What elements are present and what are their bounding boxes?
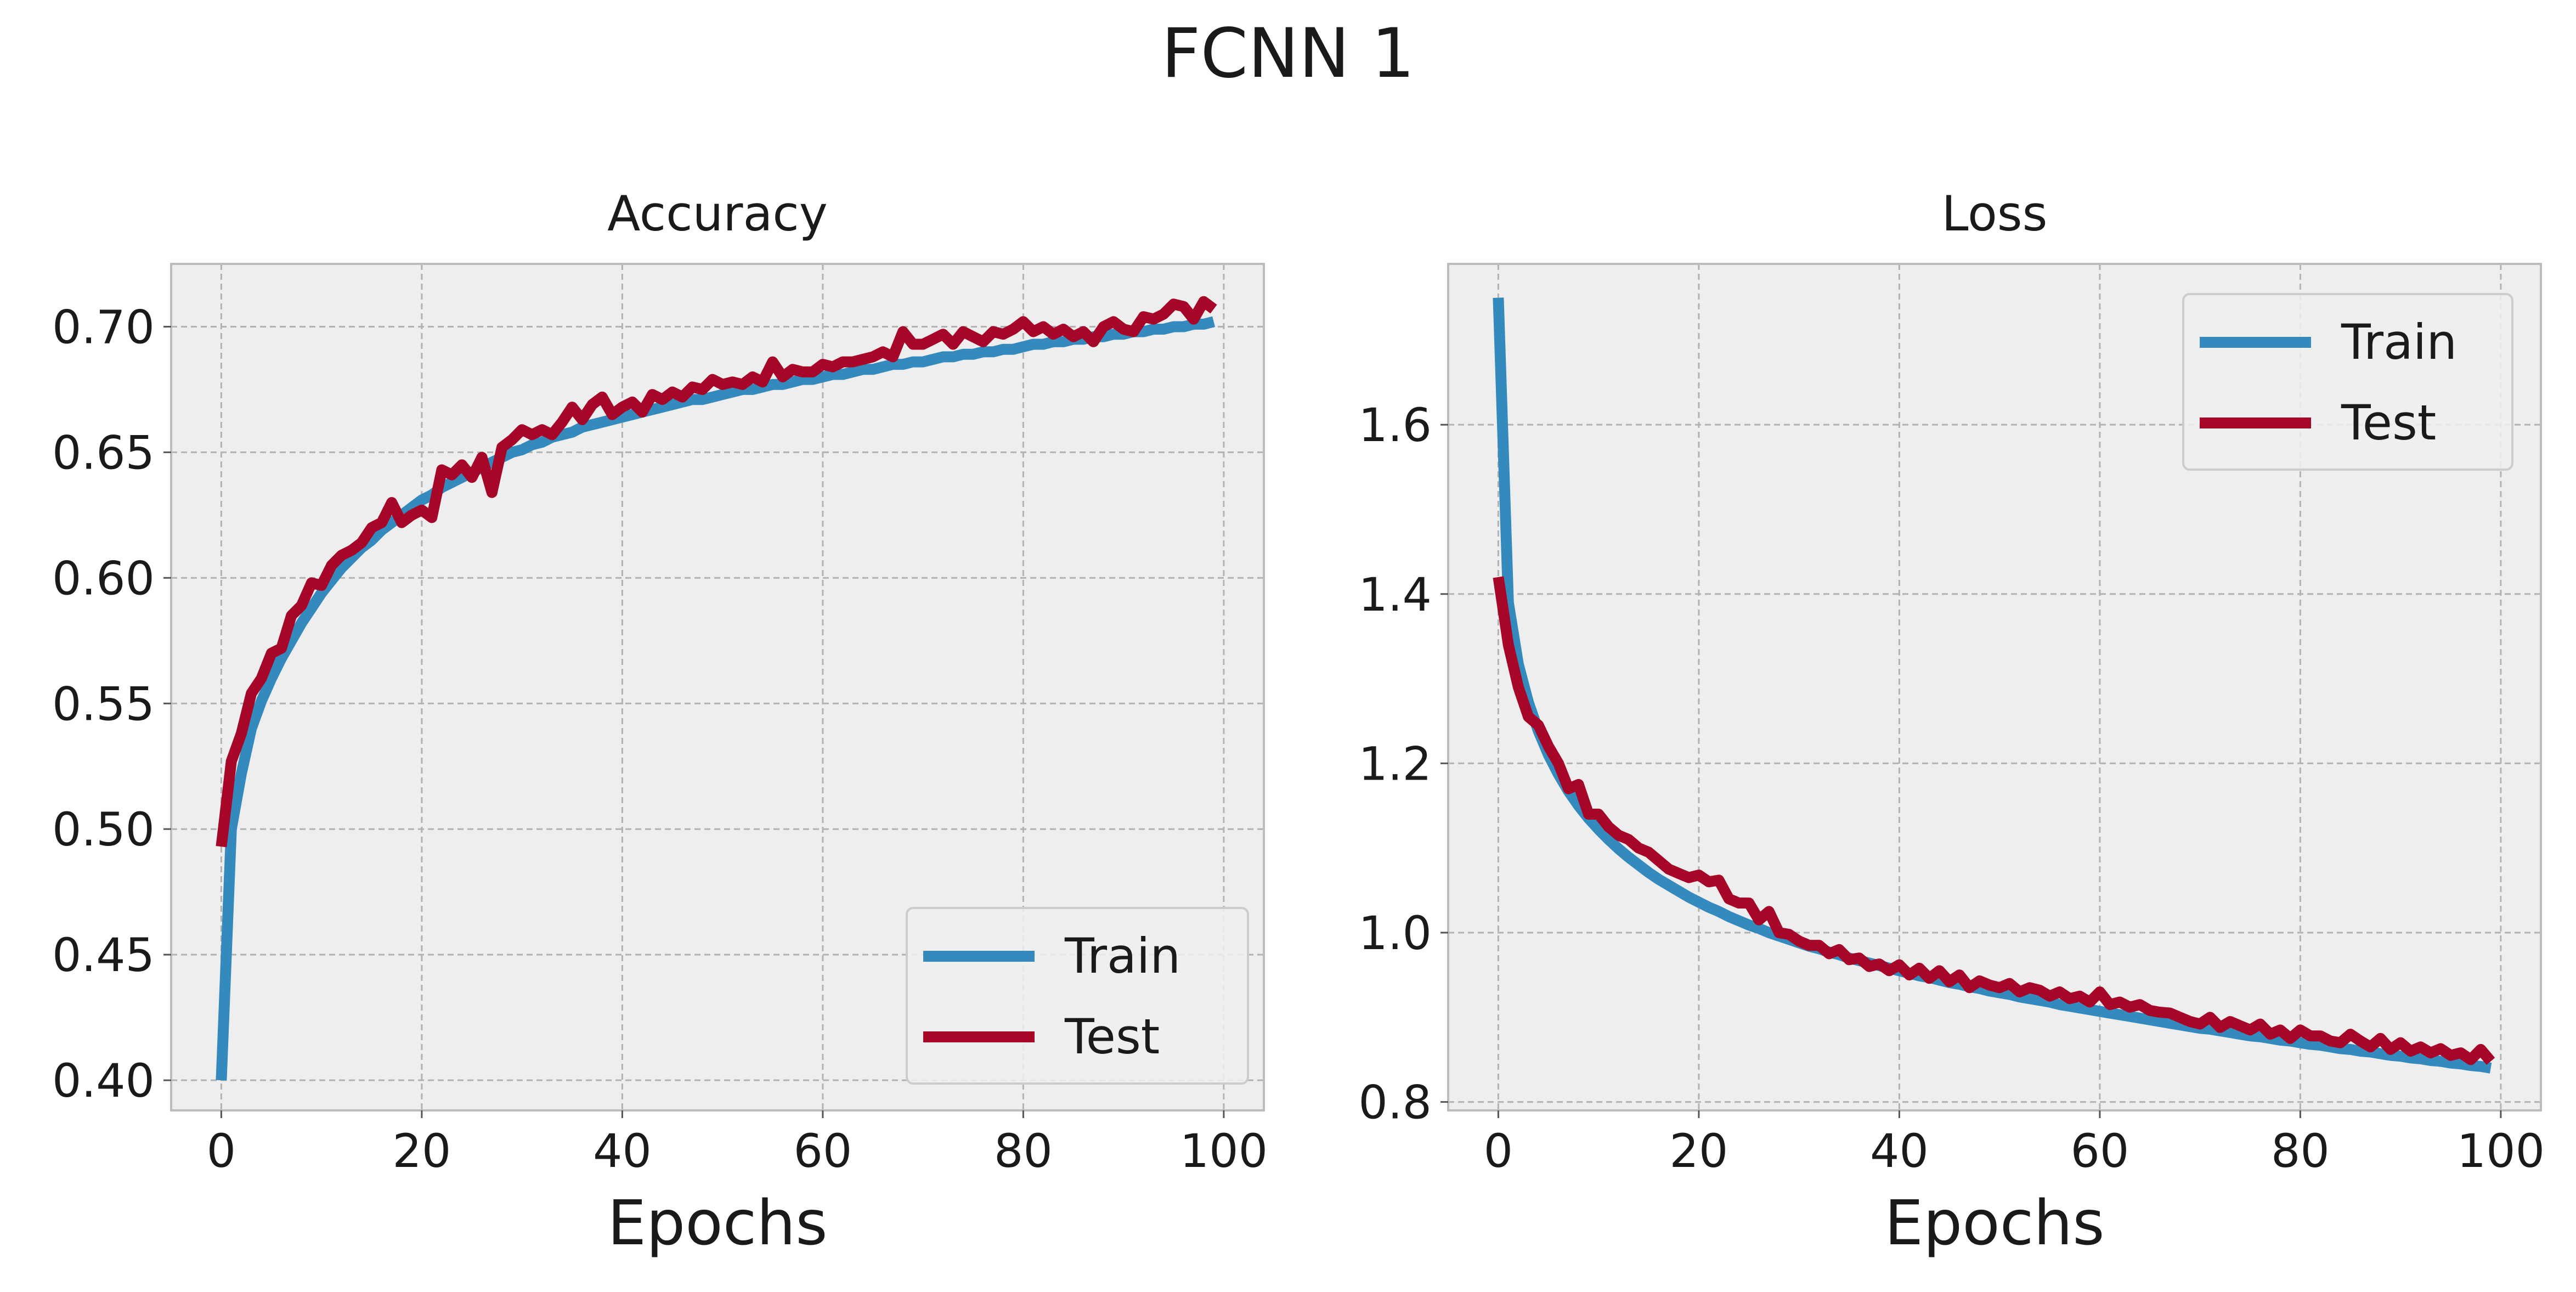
x-tick-label: 40 [593,1124,652,1178]
x-tick-label: 100 [2457,1124,2545,1178]
y-tick-label: 0.60 [52,551,155,605]
x-tick-label: 40 [1870,1124,1929,1178]
y-tick-label: 1.2 [1358,737,1432,791]
y-tick-label: 0.45 [52,928,155,982]
legend-label-train: Train [2341,314,2457,370]
x-tick-label: 60 [2070,1124,2129,1178]
axes-frame [1447,263,2542,1112]
figure-suptitle: FCNN 1 [1161,14,1415,93]
x-axis-label: Epochs [607,1188,827,1259]
x-tick-label: 100 [1180,1124,1268,1178]
x-tick-label: 80 [2271,1124,2330,1178]
x-tick-label: 60 [793,1124,852,1178]
series-line-test [1493,576,2495,1065]
x-tick-label: 0 [207,1124,236,1178]
y-tick-label: 0.8 [1358,1076,1432,1130]
panel-title: Accuracy [607,185,828,242]
series-line-test [216,296,1217,848]
legend-label-test: Test [1064,1008,1160,1065]
loss-panel: 0 20 40 60 80 100 0.8 1.0 1.2 1.4 1.6 Loss Epochs Tra… [1358,185,2545,1259]
legend-label-train: Train [1064,928,1180,984]
axes-frame [170,263,1265,1112]
x-tick-label: 20 [392,1124,451,1178]
x-tick-label: 0 [1484,1124,1513,1178]
panel-title: Loss [1941,185,2047,242]
x-axis-label: Epochs [1884,1188,2104,1259]
accuracy-panel: 0 20 40 60 80 100 0.40 0.45 0.50 0.55 0.60 0.65 0.70… [52,185,1268,1259]
series-line-train [216,316,1216,1081]
x-tick-label: 20 [1669,1124,1728,1178]
y-tick-label: 0.70 [52,300,155,354]
y-tick-label: 0.40 [52,1054,155,1108]
y-tick-label: 1.0 [1358,906,1432,960]
y-tick-label: 0.55 [52,677,155,731]
y-tick-label: 0.65 [52,426,155,479]
y-tick-label: 1.4 [1358,568,1432,622]
x-tick-label: 80 [994,1124,1053,1178]
y-tick-label: 1.6 [1358,398,1432,452]
legend-label-test: Test [2341,394,2436,451]
y-tick-label: 0.50 [52,803,155,856]
